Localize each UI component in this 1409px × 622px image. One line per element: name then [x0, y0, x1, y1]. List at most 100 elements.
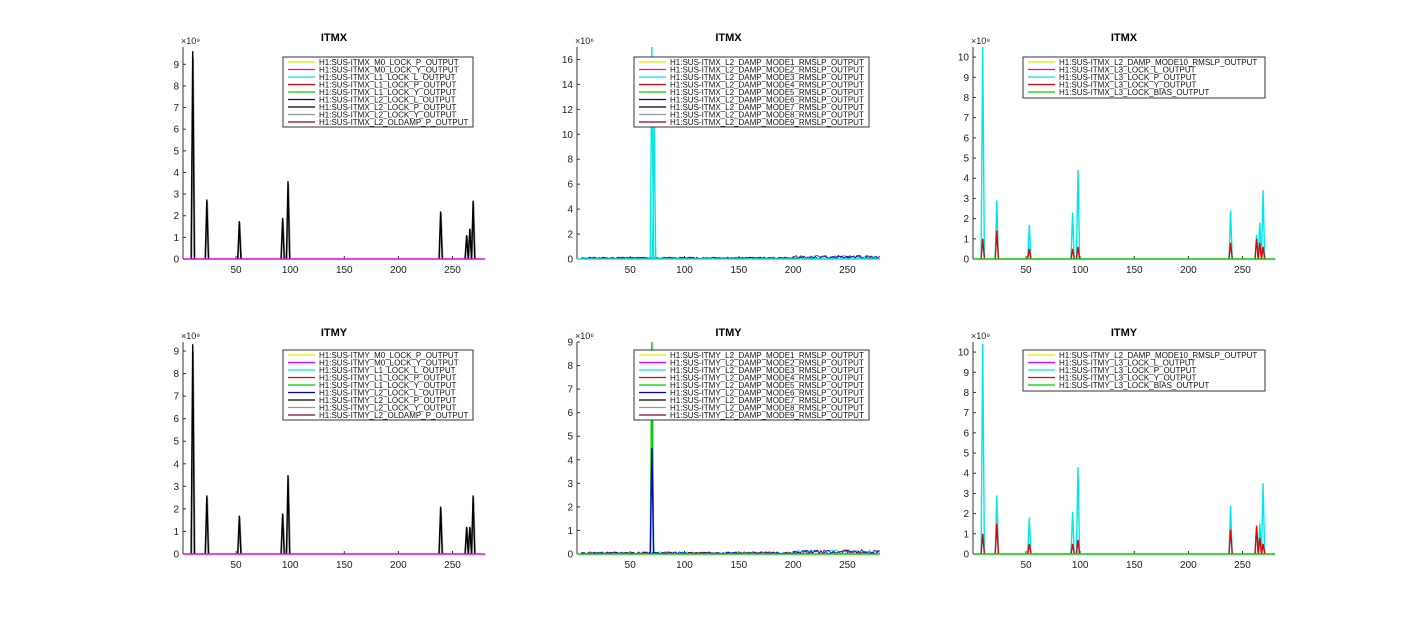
data-spike-red: [1070, 248, 1075, 260]
x-tick-label: 50: [230, 560, 242, 571]
data-spike-red: [994, 230, 1000, 260]
legend-label: H1:SUS-ITMX_L3_LOCK_Y_OUTPUT: [1059, 80, 1196, 89]
y-tick-label: 4: [173, 168, 179, 179]
legend-label: H1:SUS-ITMX_L2_DAMP_MODE2_RMSLP_OUTPUT: [670, 65, 864, 74]
y-tick-label: 6: [567, 180, 573, 191]
legend-box: [1022, 349, 1266, 392]
chart-panel: ITMX ×10⁹ 0 1 2 3 4 5 6 7 8 9 50 100 150 200 250 H1:SUS-I…: [173, 32, 485, 276]
data-spike: [438, 211, 443, 260]
legend-label: H1:SUS-ITMY_L2_DAMP_MODE1_RMSLP_OUTPUT: [670, 351, 864, 360]
data-spike-red: [1075, 539, 1081, 555]
legend-label: H1:SUS-ITMY_L2_DAMP_MODE10_RMSLP_OUTPUT: [1059, 351, 1257, 360]
x-tick-label: 150: [336, 560, 353, 571]
legend-label: H1:SUS-ITMX_L2_DAMP_MODE6_RMSLP_OUTPUT: [670, 95, 864, 104]
y-tick-label: 12: [562, 105, 574, 116]
legend-label: H1:SUS-ITMX_L1_LOCK_Y_OUTPUT: [319, 88, 456, 97]
legend-label: H1:SUS-ITMX_L3_LOCK_BIAS_OUTPUT: [1059, 88, 1209, 97]
y-tick-label: 8: [173, 369, 179, 380]
y-tick-label: 5: [963, 154, 969, 165]
legend-label: H1:SUS-ITMX_L1_LOCK_P_OUTPUT: [319, 80, 456, 89]
y-tick-label: 2: [173, 504, 179, 515]
legend-label: H1:SUS-ITMX_L2_DAMP_MODE5_RMSLP_OUTPUT: [670, 88, 864, 97]
data-spike: [280, 513, 285, 555]
data-spike: [464, 526, 469, 555]
data-spike-red: [1027, 248, 1032, 260]
legend-label: H1:SUS-ITMY_L1_LOCK_L_OUTPUT: [319, 366, 456, 375]
data-spike: [204, 199, 210, 260]
legend-label: H1:SUS-ITMX_M0_LOCK_P_OUTPUT: [319, 58, 459, 67]
y-tick-label: 9: [173, 60, 179, 71]
y-tick-label: 8: [567, 155, 573, 166]
legend-label: H1:SUS-ITMY_L2_DAMP_MODE6_RMSLP_OUTPUT: [670, 388, 864, 397]
data-spike: [190, 51, 196, 260]
legend-label: H1:SUS-ITMY_L2_DAMP_MODE4_RMSLP_OUTPUT: [670, 373, 864, 382]
x-tick-label: 50: [625, 265, 637, 276]
data-spike: [467, 526, 473, 555]
data-spike: [470, 200, 476, 260]
y-tick-label: 5: [173, 437, 179, 448]
y-tick-label: 2: [963, 214, 969, 225]
chart-panel: ITMY ×10⁹ 0 1 2 3 4 5 6 7 8 9 10 50 100 150 200 250 H1:SUS…: [958, 327, 1275, 571]
data-spike-red: [1254, 238, 1259, 260]
legend-label: H1:SUS-ITMX_M0_LOCK_Y_OUTPUT: [319, 65, 459, 74]
data-spike-red: [1260, 543, 1266, 555]
data-spike: [1070, 511, 1075, 555]
legend-label: H1:SUS-ITMY_L2_DAMP_MODE5_RMSLP_OUTPUT: [670, 381, 864, 390]
y-tick-label: 5: [173, 146, 179, 157]
legend-label: H1:SUS-ITMY_L1_LOCK_P_OUTPUT: [319, 373, 456, 382]
y-tick-label: 6: [173, 125, 179, 136]
y-tick-label: 4: [963, 174, 969, 185]
chart-title: ITMY: [321, 327, 348, 339]
chart-panel: ITMY ×10⁹ 0 1 2 3 4 5 6 7 8 9 50 100 150 200 250 H1:SUS-I…: [173, 327, 485, 571]
legend-box: [633, 349, 870, 421]
data-spike: [204, 495, 210, 555]
y-tick-label: 6: [173, 414, 179, 425]
legend-label: H1:SUS-ITMY_L2_DAMP_MODE7_RMSLP_OUTPUT: [670, 396, 864, 405]
y-tick-label: 10: [958, 53, 970, 64]
x-tick-label: 250: [839, 560, 856, 571]
x-tick-label: 150: [1126, 265, 1143, 276]
y-tick-label: 3: [173, 190, 179, 201]
axis-exponent-label: ×10⁶: [575, 36, 594, 46]
axis-exponent-label: ×10⁹: [971, 331, 990, 341]
legend: H1:SUS-ITMX_M0_LOCK_P_OUTPUTH1:SUS-ITMX_…: [282, 56, 474, 128]
data-spike: [1027, 224, 1032, 260]
data-spike: [1027, 517, 1032, 555]
legend-label: H1:SUS-ITMY_L2_LOCK_L_OUTPUT: [319, 388, 456, 397]
chart-title: ITMX: [715, 32, 742, 44]
y-tick-label: 0: [567, 550, 573, 561]
data-spike: [280, 217, 285, 260]
x-tick-label: 200: [1180, 560, 1197, 571]
legend-label: H1:SUS-ITMX_L2_OLDAMP_P_OUTPUT: [319, 118, 468, 127]
x-tick-label: 50: [230, 265, 242, 276]
y-tick-label: 6: [963, 133, 969, 144]
legend-label: H1:SUS-ITMX_L2_DAMP_MODE4_RMSLP_OUTPUT: [670, 80, 864, 89]
legend-label: H1:SUS-ITMY_L3_LOCK_P_OUTPUT: [1059, 366, 1196, 375]
legend-label: H1:SUS-ITMX_L2_DAMP_MODE10_RMSLP_OUTPUT: [1059, 58, 1257, 67]
x-tick-label: 100: [1072, 265, 1089, 276]
y-tick-label: 16: [562, 55, 574, 66]
data-spike: [190, 344, 196, 555]
y-tick-label: 9: [963, 368, 969, 379]
data-spike: [980, 343, 986, 555]
chart-title: ITMY: [715, 327, 742, 339]
legend-label: H1:SUS-ITMY_M0_LOCK_Y_OUTPUT: [319, 358, 459, 367]
data-spike-blue: [649, 447, 655, 555]
y-tick-label: 1: [963, 529, 969, 540]
legend-label: H1:SUS-ITMX_L2_DAMP_MODE3_RMSLP_OUTPUT: [670, 73, 864, 82]
x-tick-label: 100: [1072, 560, 1089, 571]
data-spike-red: [1254, 525, 1259, 555]
data-spike: [1075, 467, 1081, 555]
y-tick-label: 1: [173, 527, 179, 538]
data-spike: [285, 475, 291, 555]
chart-panel: ITMX ×10⁹ 0 1 2 3 4 5 6 7 8 9 10 50 100 150 200 250 H1:SUS…: [958, 32, 1275, 276]
data-spike: [237, 515, 242, 555]
chart-panel: ITMY ×10⁶ 0 1 2 3 4 5 6 7 8 9 50 100 150 200 250 H1:SUS-I…: [567, 327, 880, 571]
data-spike-red: [994, 523, 1000, 555]
data-spike-red: [1257, 242, 1263, 260]
x-tick-label: 250: [444, 265, 461, 276]
legend-label: H1:SUS-ITMX_L2_DAMP_MODE7_RMSLP_OUTPUT: [670, 103, 864, 112]
x-tick-label: 50: [1020, 560, 1032, 571]
legend: H1:SUS-ITMX_L2_DAMP_MODE10_RMSLP_OUTPUT H…: [1022, 56, 1266, 99]
y-tick-label: 14: [562, 80, 574, 91]
